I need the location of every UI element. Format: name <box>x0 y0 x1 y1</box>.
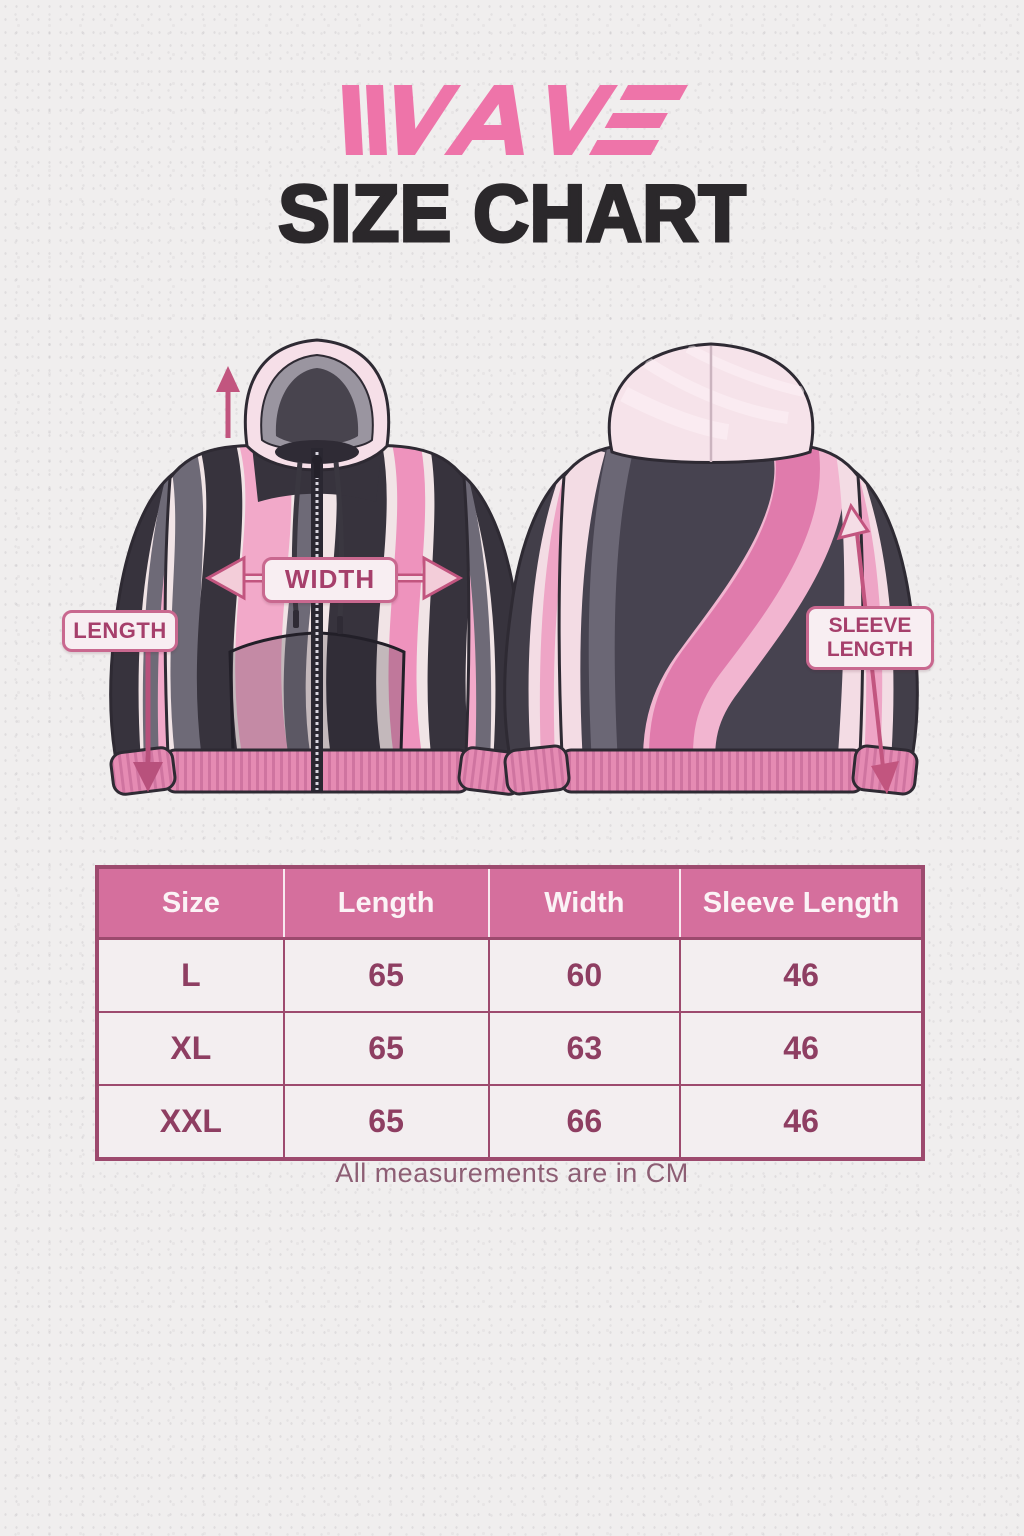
size-cell: L <box>96 937 285 1013</box>
sleeve-length-cell: 46 <box>679 937 924 1013</box>
length-arrow <box>133 366 240 792</box>
size-table: Size Length Width Sleeve Length L 65 60 … <box>95 865 925 1161</box>
length-cell: 65 <box>282 1011 490 1086</box>
width-column-header: Width <box>487 867 681 940</box>
size-cell: XL <box>96 1011 285 1086</box>
length-column-header: Length <box>282 867 489 940</box>
wave-logo-icon <box>342 85 688 155</box>
length-cell: 65 <box>282 1084 490 1160</box>
measurement-unit-note: All measurements are in CM <box>335 1158 689 1188</box>
width-label-tag: WIDTH <box>262 557 398 603</box>
sleeve-length-column-header: Sleeve Length <box>679 867 923 940</box>
sleeve-length-label-tag: SLEEVE LENGTH <box>806 606 934 670</box>
size-column-header: Size <box>97 867 284 940</box>
table-row: L 65 60 46 <box>96 937 924 1013</box>
table-row: XXL 65 66 46 <box>96 1084 924 1160</box>
length-cell: 65 <box>282 937 490 1013</box>
hoodie-back-illustration <box>503 342 919 796</box>
table-row: XL 65 63 46 <box>96 1011 924 1086</box>
sleeve-length-cell: 46 <box>679 1011 924 1086</box>
width-cell: 66 <box>487 1084 682 1160</box>
length-label-tag: LENGTH <box>62 610 178 652</box>
page-title: SIZE CHART <box>277 166 748 261</box>
size-table-header-row: Size Length Width Sleeve Length <box>97 867 923 940</box>
width-cell: 63 <box>487 1011 682 1086</box>
sleeve-length-cell: 46 <box>679 1084 924 1160</box>
width-cell: 60 <box>487 937 682 1013</box>
size-cell: XXL <box>96 1084 285 1160</box>
brand-logo <box>0 78 1024 162</box>
